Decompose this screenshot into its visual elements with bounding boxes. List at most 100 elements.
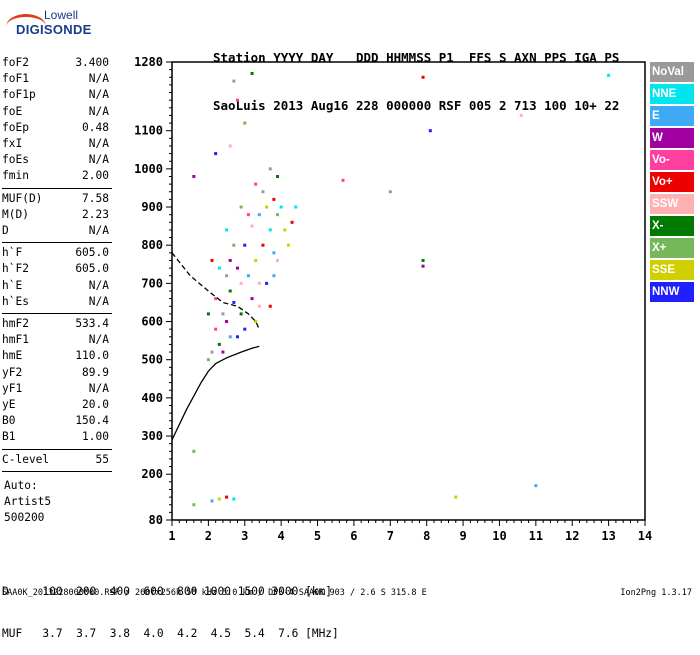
param-value: N/A — [88, 104, 109, 118]
param-value: 0.48 — [82, 120, 109, 134]
param-value: 110.0 — [75, 349, 109, 363]
param-yf1: yF1 N/A — [2, 382, 109, 398]
param-value: N/A — [88, 381, 109, 395]
y-tick-label: 800 — [141, 238, 163, 252]
autoscale-info: 500200 — [4, 510, 45, 524]
echo-point — [235, 335, 239, 339]
echo-point — [254, 320, 258, 324]
y-tick-label: 400 — [141, 391, 163, 405]
param-label: MUF(D) — [2, 191, 43, 205]
legend-vo: Vo- — [650, 150, 694, 170]
y-tick-label: 500 — [141, 353, 163, 367]
param-label: C-level — [2, 452, 50, 466]
param-value: N/A — [88, 278, 109, 292]
echo-point — [265, 281, 269, 285]
echo-point — [276, 175, 280, 178]
param-value: N/A — [88, 294, 109, 308]
version-label: Ion2Png 1.3.17 — [620, 588, 692, 598]
legend-e: E — [650, 106, 694, 126]
echo-point — [239, 312, 243, 316]
echo-point — [221, 350, 225, 354]
y-tick-label: 700 — [141, 276, 163, 290]
param-label: D — [2, 224, 9, 237]
param-value: N/A — [88, 153, 109, 167]
param-foep: foEp 0.48 — [2, 121, 109, 137]
param-d: D N/A — [2, 224, 109, 240]
echo-point — [421, 258, 425, 262]
param-label: fmin — [2, 169, 29, 183]
echo-point — [272, 251, 276, 255]
param-hmf2: hmF2 533.4 — [2, 317, 109, 333]
echo-point — [250, 71, 254, 75]
distance-muf-table: D 100 200 400 600 800 1000 1500 3000 [km… — [2, 557, 339, 655]
param-foes: foEs N/A — [2, 153, 109, 169]
y-tick-label: 900 — [141, 200, 163, 214]
echo-point — [221, 312, 225, 316]
profile-curve — [171, 252, 260, 330]
param-value: N/A — [88, 72, 109, 86]
param-value: N/A — [88, 333, 109, 347]
x-tick-label: 2 — [205, 529, 212, 543]
echo-point — [294, 205, 298, 209]
y-tick-label: 1100 — [134, 124, 163, 138]
param-b1: B1 1.00 — [2, 430, 109, 446]
param-hf2: h`F2 605.0 — [2, 262, 109, 278]
param-hme: hmE 110.0 — [2, 349, 109, 365]
echo-point — [232, 497, 236, 501]
echo-point — [388, 190, 392, 194]
x-tick-label: 13 — [601, 529, 615, 543]
param-value: 1.00 — [82, 430, 109, 444]
param-fof2: foF2 3.400 — [2, 56, 109, 72]
param-label: hmE — [2, 349, 23, 363]
logo-arc-icon — [6, 14, 46, 39]
ionogram-chart: 1 2 3 4 5 6 7 8 9 10 11 12 13 14802003004005006007008… — [134, 55, 652, 543]
echo-point — [228, 258, 232, 262]
echo-point — [268, 167, 272, 171]
echo-point — [534, 484, 538, 488]
param-value: 605.0 — [75, 246, 109, 260]
echo-point — [228, 144, 232, 148]
param-hes: h`Es N/A — [2, 295, 109, 311]
echo-point — [235, 266, 239, 270]
x-tick-label: 14 — [638, 529, 652, 543]
param-label: B1 — [2, 430, 16, 444]
param-divider — [2, 313, 112, 314]
param-label: B0 — [2, 414, 16, 428]
param-yf2: yF2 89.9 — [2, 366, 109, 382]
echo-point — [214, 327, 218, 331]
param-value: 150.4 — [75, 414, 109, 428]
echo-point — [192, 503, 196, 507]
param-label: foEs — [2, 153, 29, 167]
x-tick-label: 10 — [492, 529, 506, 543]
echo-point — [428, 129, 432, 133]
echo-point — [268, 228, 272, 232]
param-divider — [2, 448, 112, 450]
param-ye: yE 20.0 — [2, 398, 109, 414]
echo-point — [246, 213, 250, 217]
param-value: 2.00 — [82, 169, 109, 183]
x-tick-label: 11 — [529, 529, 543, 543]
x-tick-label: 5 — [314, 529, 321, 543]
echo-point — [454, 495, 458, 499]
echo-point — [206, 312, 210, 316]
param-hmf1: hmF1 N/A — [2, 333, 109, 349]
y-tick-label: 80 — [149, 513, 163, 527]
param-value: 20.0 — [82, 398, 109, 411]
x-tick-label: 6 — [350, 529, 357, 543]
autoscale-info: Artist5 — [4, 494, 52, 508]
param-md: M(D) 2.23 — [2, 208, 109, 224]
param-label: fxI — [2, 137, 23, 150]
param-value: 3.400 — [75, 56, 109, 69]
y-tick-label: 300 — [141, 429, 163, 443]
param-label: h`F2 — [2, 262, 29, 276]
legend-x: X- — [650, 216, 694, 236]
legend-noval: NoVal — [650, 62, 694, 82]
echo-point — [421, 75, 425, 79]
echo-point — [261, 190, 265, 194]
param-label: yF2 — [2, 365, 23, 379]
param-label: M(D) — [2, 207, 29, 221]
param-divider — [2, 187, 112, 189]
param-fof1p: foF1p N/A — [2, 88, 109, 104]
legend-x: X+ — [650, 238, 694, 258]
echo-point — [250, 297, 254, 301]
